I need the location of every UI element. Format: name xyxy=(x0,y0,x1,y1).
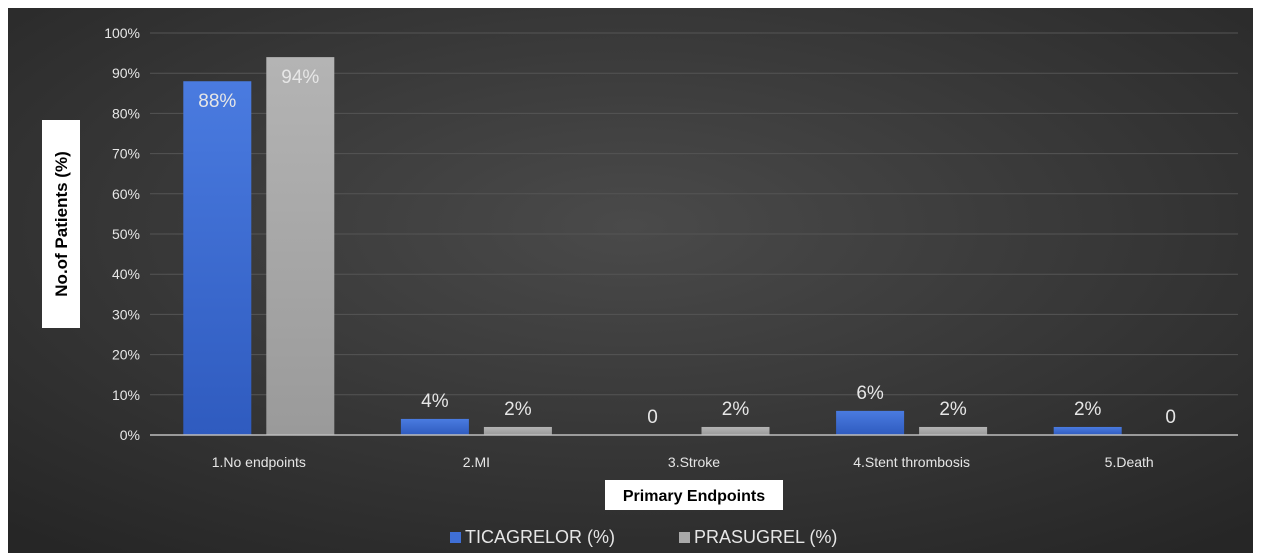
bar-prasugrel xyxy=(483,426,552,435)
y-axis-title-box xyxy=(42,120,80,328)
x-tick-label: 3.Stroke xyxy=(668,454,720,470)
data-labels: 88% 94% 4% 2% 0 2% 6% 2% 2% 0 xyxy=(198,67,1176,428)
legend-swatch-prasugrel xyxy=(679,532,690,543)
y-tick-label: 50% xyxy=(112,226,140,242)
bar-prasugrel xyxy=(919,426,988,435)
bar-ticagrelor xyxy=(1053,426,1122,435)
x-axis-title-box xyxy=(605,480,783,510)
legend-swatch-ticagrelor xyxy=(450,532,461,543)
x-tick-label: 4.Stent thrombosis xyxy=(853,454,970,470)
data-label: 0 xyxy=(647,407,658,428)
data-label: 2% xyxy=(1074,399,1102,420)
bar-ticagrelor xyxy=(400,418,469,435)
x-tick-label: 2.MI xyxy=(463,454,490,470)
data-label: 4% xyxy=(421,391,449,412)
y-tick-label: 20% xyxy=(112,347,140,363)
bar-ticagrelor xyxy=(836,410,905,435)
x-tick-label: 1.No endpoints xyxy=(212,454,306,470)
x-tick-label: 5.Death xyxy=(1105,454,1154,470)
data-label: 88% xyxy=(198,91,236,112)
y-axis-title: No.of Patients (%) xyxy=(52,151,71,296)
legend-label-ticagrelor: TICAGRELOR (%) xyxy=(465,527,615,547)
y-tick-label: 40% xyxy=(112,266,140,282)
data-label: 2% xyxy=(939,399,967,420)
legend-item-prasugrel: PRASUGREL (%) xyxy=(679,527,837,547)
legend: TICAGRELOR (%) PRASUGREL (%) xyxy=(450,527,837,547)
legend-label-prasugrel: PRASUGREL (%) xyxy=(694,527,837,547)
data-label: 0 xyxy=(1165,407,1176,428)
y-tick-label: 60% xyxy=(112,186,140,202)
legend-item-ticagrelor: TICAGRELOR (%) xyxy=(450,527,615,547)
bar-prasugrel xyxy=(701,426,770,435)
y-tick-label: 0% xyxy=(120,427,140,443)
data-label: 94% xyxy=(281,67,319,88)
bar-ticagrelor xyxy=(183,81,252,436)
x-axis-title: Primary Endpoints xyxy=(623,488,765,505)
y-tick-label: 10% xyxy=(112,387,140,403)
data-label: 2% xyxy=(722,399,750,420)
y-axis-title-group: No.of Patients (%) xyxy=(42,120,80,328)
y-tick-label: 80% xyxy=(112,105,140,121)
x-axis-title-group: Primary Endpoints xyxy=(605,480,783,510)
bar-prasugrel xyxy=(266,57,335,436)
y-tick-label: 70% xyxy=(112,146,140,162)
x-axis-ticks: 1.No endpoints 2.MI 3.Stroke 4.Stent thromb… xyxy=(212,454,1154,470)
data-label: 6% xyxy=(856,383,884,404)
y-tick-label: 90% xyxy=(112,65,140,81)
bars xyxy=(183,57,1122,436)
data-label: 2% xyxy=(504,399,532,420)
y-tick-label: 100% xyxy=(104,25,140,41)
y-axis-ticks: 0% 10% 20% 30% 40% 50% 60% 70% 80% 90% 100% xyxy=(104,25,140,443)
y-tick-label: 30% xyxy=(112,306,140,322)
